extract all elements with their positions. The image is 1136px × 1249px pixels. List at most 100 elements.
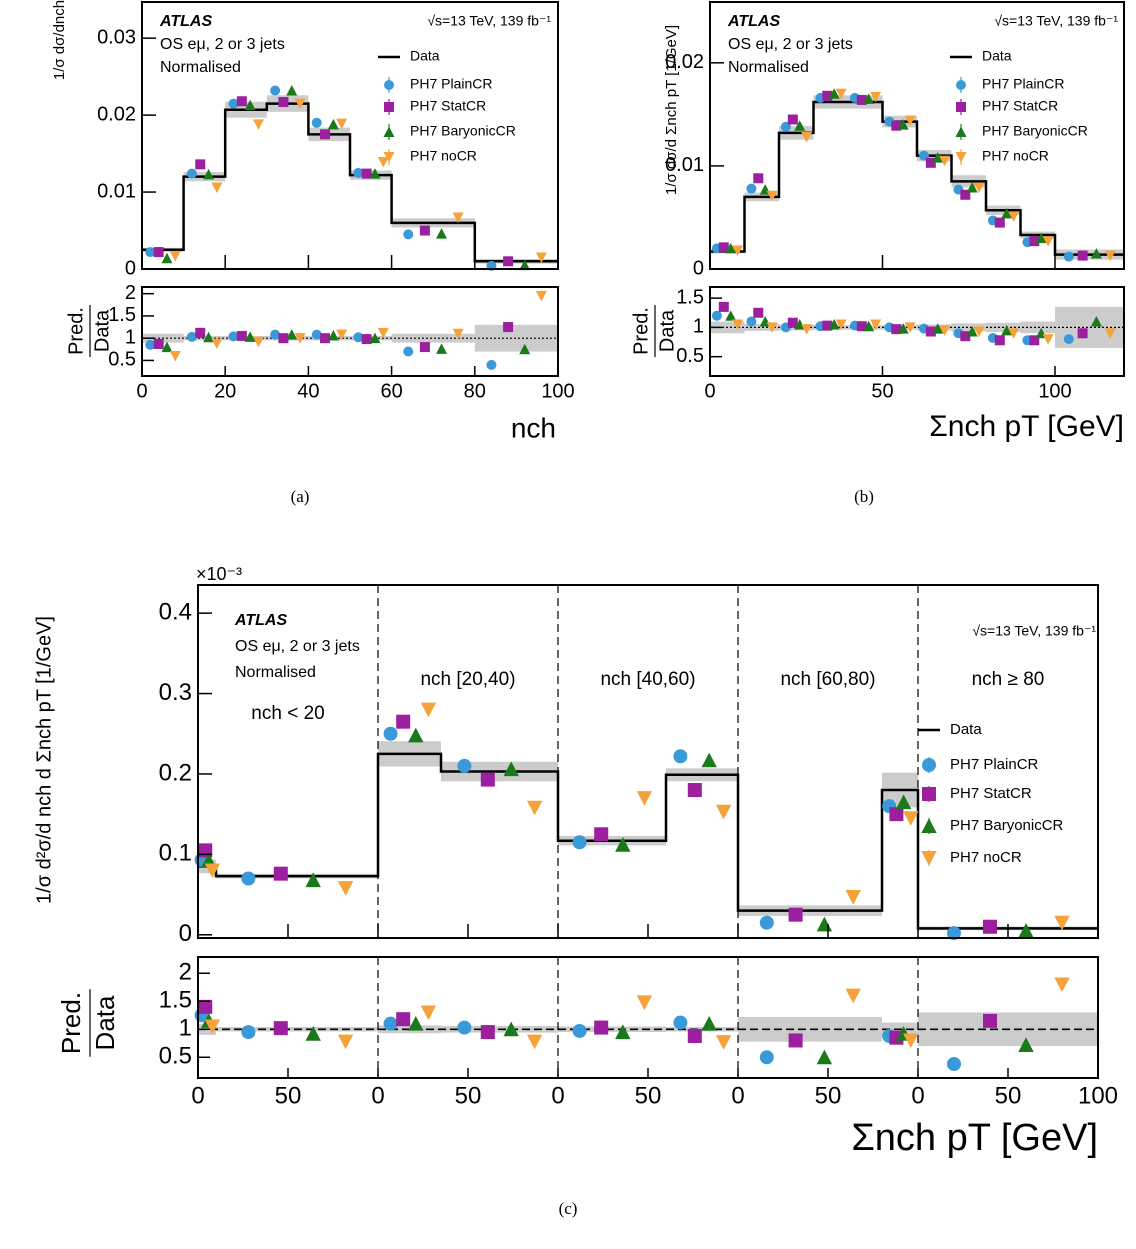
marker (503, 1021, 519, 1037)
marker (973, 326, 985, 337)
legend-marker (955, 152, 967, 163)
marker (1054, 915, 1070, 931)
marker (236, 96, 247, 107)
marker (377, 327, 389, 339)
ratio-band (1020, 321, 1055, 334)
marker (673, 749, 688, 764)
marker (457, 1020, 472, 1035)
marker (766, 190, 778, 202)
marker (718, 242, 729, 253)
ratio-band (474, 324, 558, 352)
marker (503, 322, 514, 333)
marker (732, 245, 744, 256)
marker (687, 783, 702, 798)
marker (419, 342, 430, 353)
y-tick-label: 0.01 (665, 154, 704, 176)
legend-label: PH7 noCR (982, 148, 1049, 164)
y-tick-label: 0.1 (159, 840, 192, 867)
marker (939, 155, 951, 167)
normalisation-label: Normalised (160, 59, 241, 76)
marker (895, 794, 912, 810)
marker (244, 99, 256, 111)
ratio-label-denominator: Data (90, 995, 120, 1050)
y-axis-label: 1/σ dσ/dnch (51, 0, 68, 80)
marker (889, 807, 904, 822)
legend-marker (922, 787, 936, 801)
legend-label: PH7 noCR (950, 849, 1022, 866)
energy-label: √s=13 TeV, 139 fb⁻¹ (972, 623, 1096, 639)
marker (153, 338, 164, 349)
ratio-y-tick-label: 0.5 (676, 345, 704, 367)
data-histogram (198, 752, 1098, 930)
marker (337, 1034, 354, 1050)
marker (1018, 923, 1034, 938)
marker (361, 168, 372, 179)
marker (270, 85, 281, 96)
legend-label: PH7 PlainCR (950, 756, 1039, 773)
marker (828, 318, 840, 330)
marker (904, 115, 916, 127)
marker (870, 91, 882, 103)
marker (994, 335, 1005, 346)
marker (788, 907, 803, 922)
marker (1063, 334, 1074, 345)
marker (794, 318, 806, 330)
marker (236, 330, 247, 341)
ratio-y-tick-label: 1 (179, 1015, 192, 1042)
marker (336, 118, 348, 130)
marker (1018, 1037, 1034, 1052)
marker (526, 800, 543, 816)
marker (687, 1028, 702, 1043)
x-tick-label: 0 (551, 1083, 564, 1110)
legend-marker (955, 126, 967, 137)
marker (526, 1034, 543, 1050)
ratio-band (744, 323, 779, 331)
x-tick-label: 50 (275, 1083, 302, 1110)
legend-marker (383, 126, 395, 137)
marker (903, 811, 919, 826)
marker (252, 119, 264, 130)
marker (732, 319, 744, 330)
x-tick-label: 100 (541, 380, 574, 402)
marker (327, 330, 339, 341)
marker (278, 333, 289, 344)
section-label: nch < 20 (251, 703, 324, 724)
marker (203, 168, 215, 180)
chart-panel: 00.010.020.030.511.520 20 40 60 80 100ATLASOS… (51, 0, 575, 506)
marker (286, 84, 298, 96)
marker (759, 915, 774, 930)
marker (787, 114, 798, 125)
legend-label: Data (410, 48, 440, 64)
marker (452, 328, 464, 340)
ratio-y-tick-label: 1.5 (159, 987, 192, 1014)
y-tick-label: 0 (693, 257, 704, 279)
marker (145, 339, 156, 350)
marker (983, 1013, 997, 1028)
ratio-y-tick-label: 1 (693, 316, 704, 338)
marker (701, 1015, 717, 1031)
marker (822, 320, 833, 331)
marker (856, 94, 867, 105)
marker (1001, 207, 1013, 219)
marker (636, 791, 653, 806)
marker (870, 319, 882, 330)
marker (863, 93, 875, 104)
marker (718, 301, 729, 312)
marker (1063, 251, 1074, 262)
marker (863, 320, 875, 332)
ratio-y-tick-label: 0.5 (159, 1043, 192, 1070)
ratio-label-denominator: Data (656, 309, 678, 352)
marker (636, 995, 653, 1011)
marker (845, 889, 861, 905)
data-histogram (142, 102, 558, 263)
marker (787, 317, 798, 328)
marker (420, 1005, 437, 1021)
x-tick-label: 0 (191, 1083, 204, 1110)
legend-label: PH7 PlainCR (410, 76, 492, 92)
x-tick-label: 0 (911, 1083, 924, 1110)
legend-marker (922, 758, 936, 772)
energy-label: √s=13 TeV, 139 fb⁻¹ (994, 13, 1118, 29)
caption: (b) (854, 487, 874, 506)
energy-label: √s=13 TeV, 139 fb⁻¹ (427, 13, 551, 29)
caption: (c) (559, 1199, 578, 1218)
